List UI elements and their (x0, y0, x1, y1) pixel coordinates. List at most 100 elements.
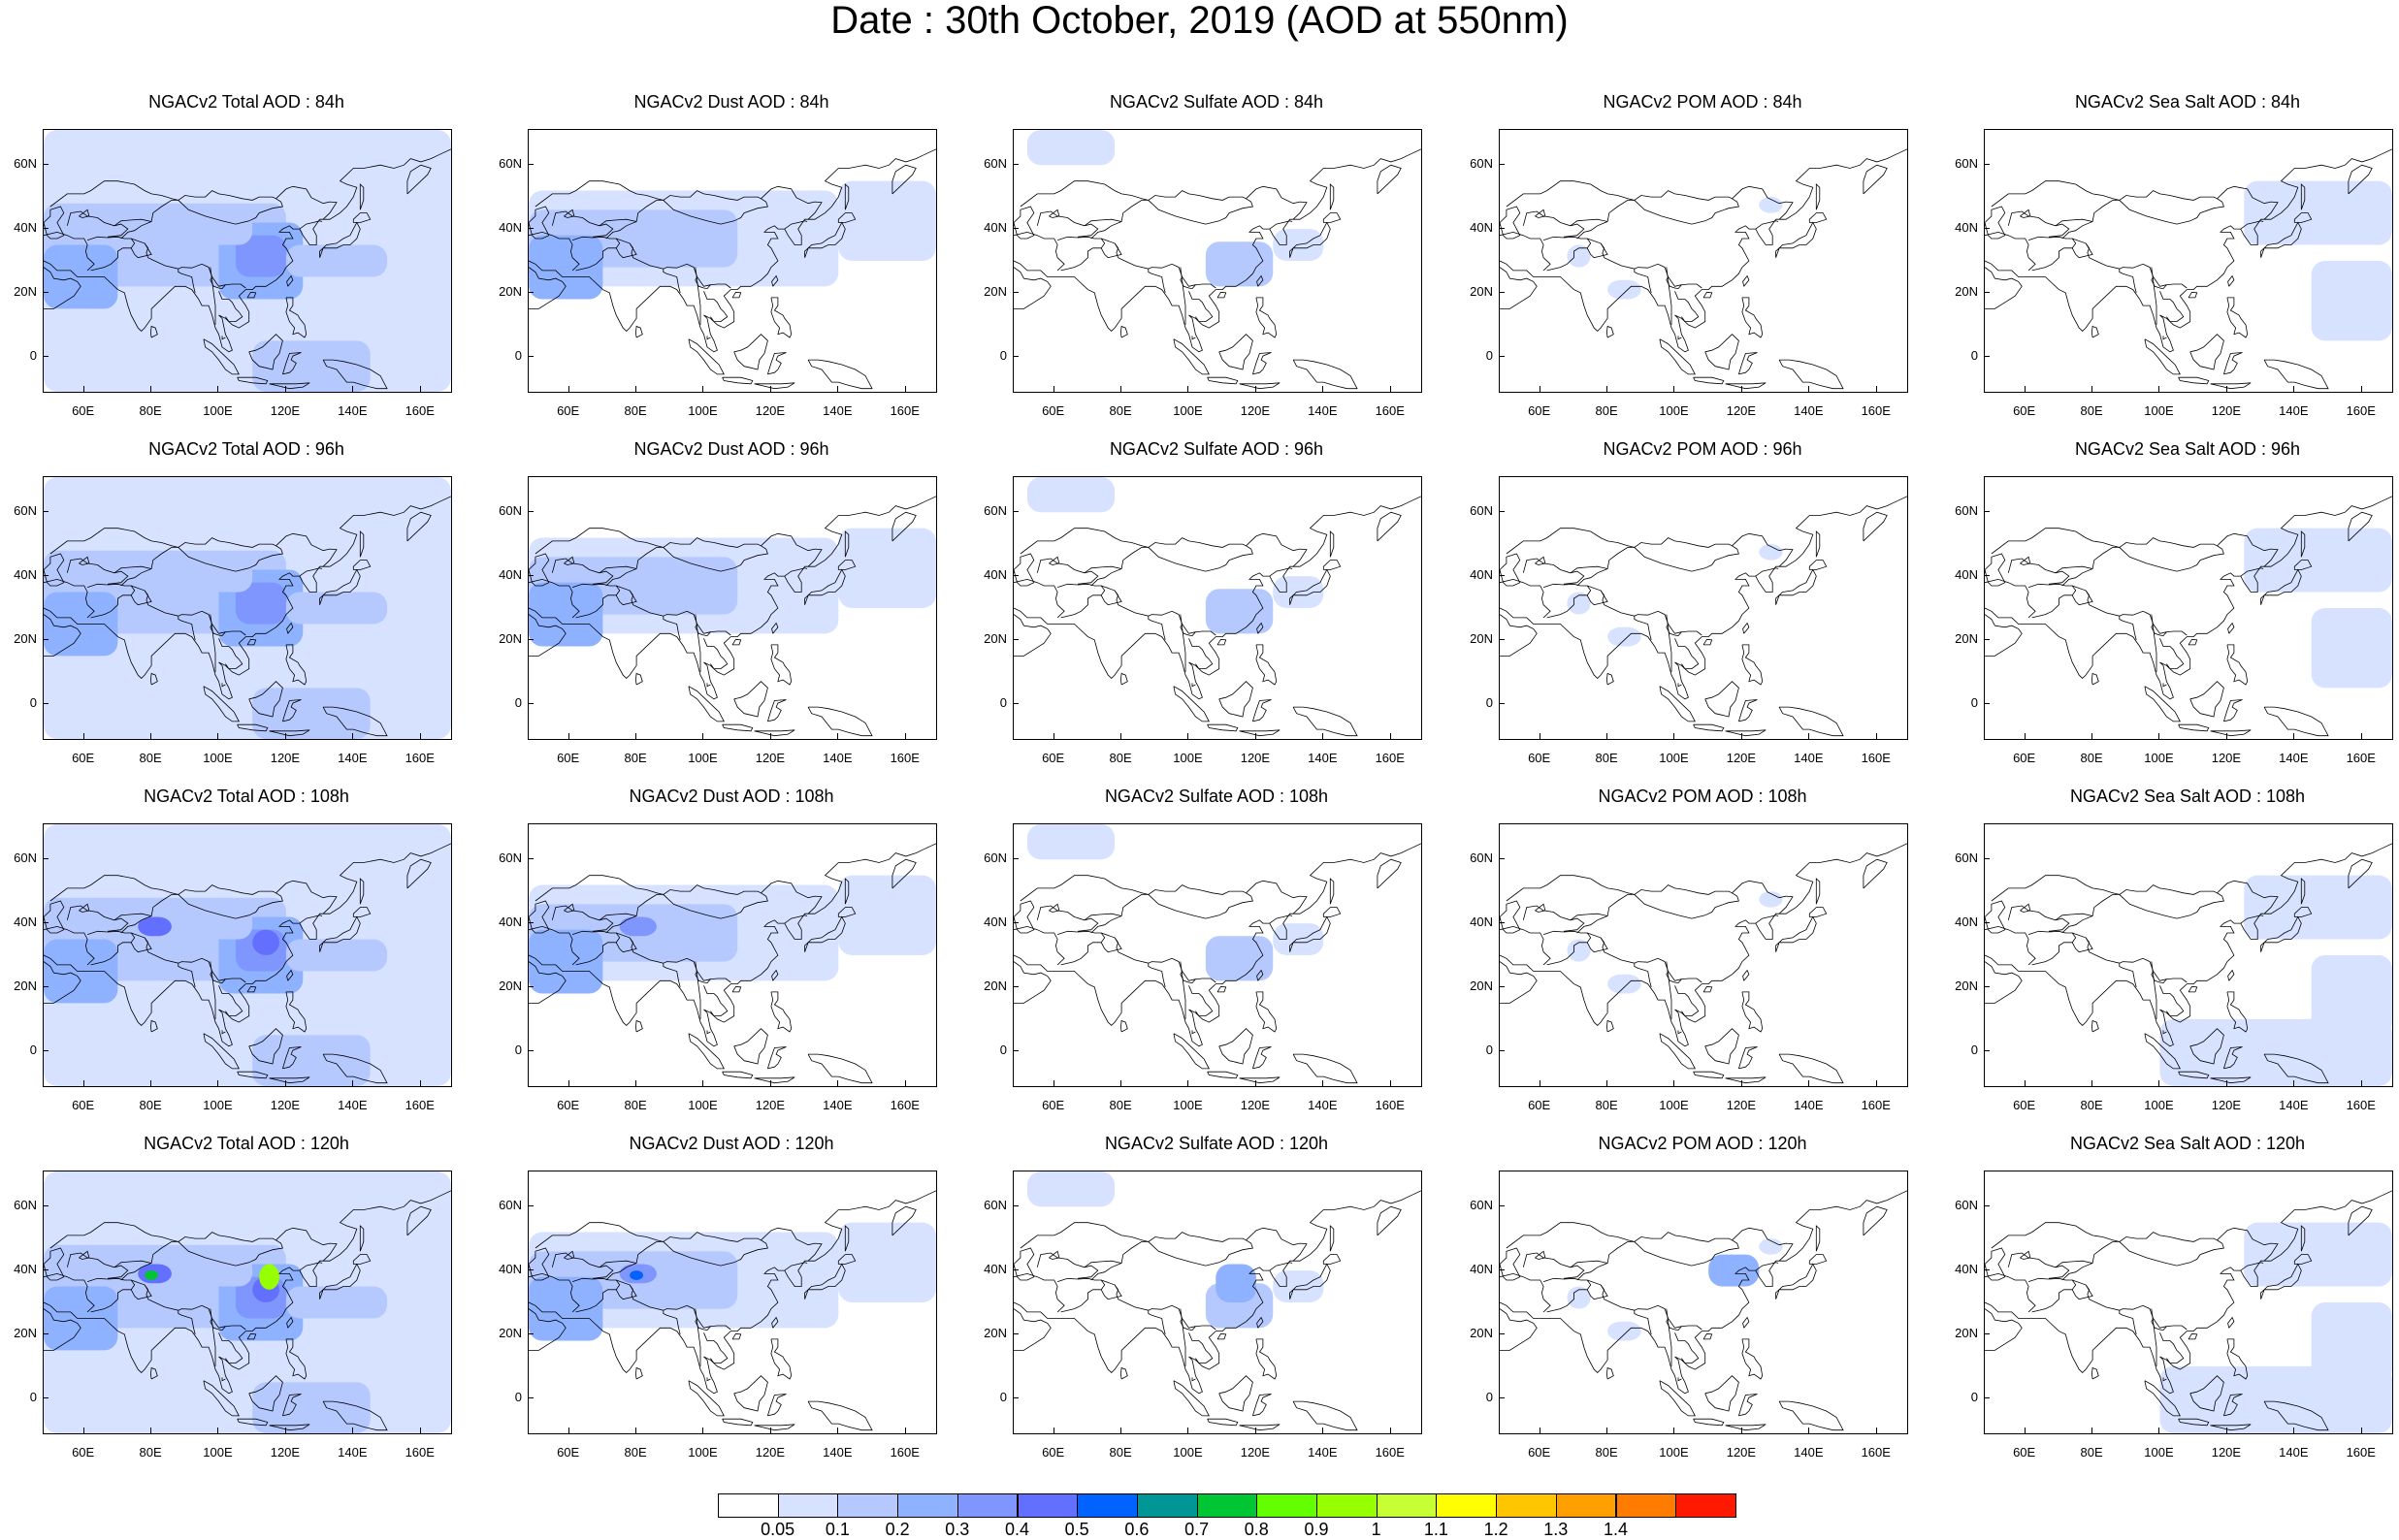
lat-tick-label: 0 (514, 1042, 522, 1057)
coastline (1570, 913, 1608, 921)
coastline (2188, 1332, 2198, 1340)
coastline (322, 1400, 388, 1431)
lon-tick (2360, 733, 2362, 739)
coastline (706, 1377, 711, 1382)
coastline (1522, 1252, 1585, 1279)
coastline (1269, 220, 1293, 230)
lat-tick (1499, 1269, 1505, 1271)
coastline (733, 1028, 768, 1065)
coastline (1173, 338, 1210, 375)
coastline (282, 699, 302, 722)
coastline (2293, 560, 2313, 570)
lon-tick-label: 60E (1042, 1098, 1065, 1112)
coastline (44, 961, 81, 1004)
lat-tick-label: 40N (1470, 567, 1493, 583)
lat-tick-label: 0 (1970, 694, 1978, 710)
lon-tick (82, 1080, 84, 1086)
lon-tick-label: 80E (1595, 751, 1618, 765)
map-panel: NGACv2 Total AOD : 108h 60N 40N 20N 0 60E 80E 1… (0, 786, 466, 1124)
aod-field-region (2159, 1365, 2392, 1433)
lon-tick (284, 1428, 286, 1433)
panel-title: NGACv2 POM AOD : 84h (1603, 92, 1802, 112)
coastline (1659, 1380, 1696, 1417)
coastline (2027, 1277, 2077, 1313)
coastline (2227, 1316, 2235, 1329)
coastline (1985, 553, 2006, 587)
lat-tick (43, 985, 49, 987)
coastline (529, 267, 567, 309)
aod-field-region (529, 582, 603, 647)
panel-title: NGACv2 Total AOD : 120h (144, 1134, 349, 1153)
coastline (2071, 1284, 2093, 1300)
lon-tick-label: 80E (1595, 1445, 1618, 1460)
lat-tick-label: 60N (1470, 1198, 1493, 1213)
lat-tick-label: 60N (1955, 503, 1978, 519)
coastline (1173, 1380, 1210, 1417)
lon-tick-label: 120E (755, 1098, 786, 1112)
coastline (1329, 878, 1335, 905)
lon-tick-label: 120E (270, 1445, 301, 1460)
coastline (1119, 1019, 1128, 1033)
coastline (599, 1260, 637, 1268)
coastline (203, 1380, 240, 1417)
coastline (1173, 1033, 1210, 1070)
coastline (722, 1418, 754, 1427)
map-plot-area (528, 1171, 937, 1434)
coastline (1100, 590, 1122, 606)
lon-tick (1389, 386, 1391, 392)
coastline (1985, 1308, 2023, 1351)
coastline (1991, 528, 2218, 555)
coastline (605, 1227, 823, 1281)
lon-tick (2158, 1080, 2160, 1086)
coastline (1292, 706, 1358, 737)
lon-tick (837, 1428, 839, 1433)
coastline (44, 496, 451, 700)
coastline (44, 900, 65, 934)
coastline (286, 622, 294, 634)
coastline (2119, 269, 2137, 293)
coastline (695, 267, 701, 325)
lat-tick (1499, 228, 1505, 230)
coastline (86, 930, 136, 966)
lat-tick-label: 0 (1485, 347, 1493, 363)
coastline (1014, 553, 1035, 587)
coastline (837, 212, 857, 223)
coastline (1148, 963, 1166, 987)
lon-tick (1673, 733, 1675, 739)
coastline (1702, 1332, 1713, 1340)
coastline (892, 164, 917, 195)
map-panel: NGACv2 POM AOD : 84h 60N 40N 20N 0 60E 80E 100E… (1456, 92, 1922, 430)
coastline (2055, 1260, 2093, 1268)
lon-tick-label: 160E (1375, 403, 1405, 418)
coastline (86, 236, 136, 272)
colorbar-swatch (1017, 1493, 1079, 1518)
lon-tick-label: 120E (2211, 751, 2242, 765)
coastline (1815, 183, 1821, 210)
aod-field-region (2311, 1302, 2392, 1383)
lon-tick (352, 1080, 354, 1086)
coastline (1775, 568, 1817, 605)
aod-field-region (83, 212, 253, 245)
coastline (2153, 276, 2167, 287)
coastline (44, 267, 81, 309)
lon-tick-label: 80E (624, 1445, 647, 1460)
coastline (2240, 914, 2264, 924)
coastline (616, 1279, 731, 1331)
lat-tick (1984, 291, 1990, 293)
aod-field-region (529, 1276, 603, 1341)
lat-tick-label: 60N (14, 503, 37, 519)
map-plot-area (43, 823, 452, 1087)
coastline (1014, 1308, 1052, 1351)
lat-tick-label: 60N (499, 850, 522, 866)
coastline (1014, 843, 1421, 1047)
lat-tick (528, 638, 534, 640)
coastline (1256, 622, 1264, 634)
lon-tick-label: 140E (338, 403, 368, 418)
lon-tick-label: 160E (1375, 1098, 1405, 1112)
aod-field-region (1205, 936, 1274, 981)
coastline (178, 1310, 196, 1334)
coastline (1500, 496, 1907, 700)
coastline (2223, 699, 2243, 722)
lon-tick-label: 100E (1659, 1098, 1689, 1112)
lon-tick-label: 100E (2144, 1445, 2174, 1460)
